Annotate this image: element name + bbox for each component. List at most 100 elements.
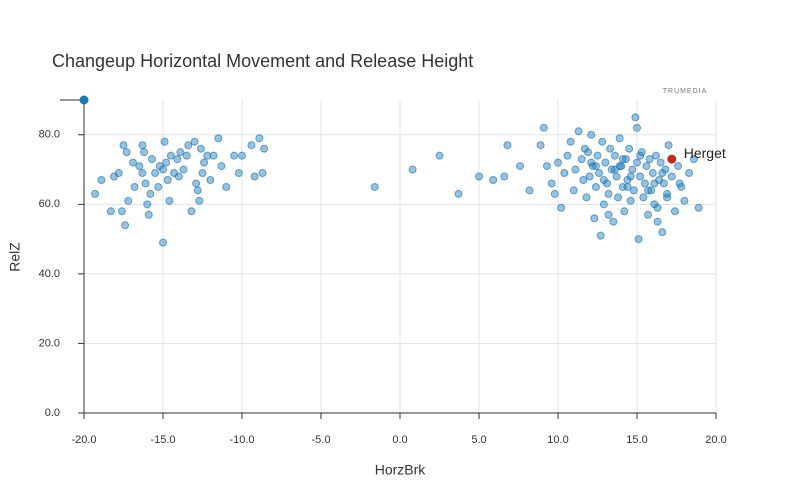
x-tick-label: 0.0 <box>392 434 407 446</box>
point <box>636 151 645 160</box>
point <box>542 162 551 171</box>
point <box>636 172 645 181</box>
point <box>475 172 483 181</box>
point <box>174 172 183 181</box>
point <box>599 175 608 184</box>
point <box>663 193 672 202</box>
point <box>195 196 204 205</box>
point <box>580 144 589 153</box>
point <box>122 148 131 157</box>
point <box>147 155 156 164</box>
point <box>206 175 215 184</box>
point <box>209 151 218 160</box>
point <box>563 151 572 160</box>
point <box>644 210 653 219</box>
point <box>214 134 223 143</box>
point <box>653 203 662 212</box>
point <box>629 186 638 195</box>
point <box>658 228 667 237</box>
point <box>193 186 202 195</box>
point <box>579 175 588 184</box>
point <box>633 158 641 167</box>
point <box>119 141 128 150</box>
point <box>217 162 226 171</box>
point <box>489 175 498 184</box>
point <box>604 189 613 198</box>
point <box>670 207 679 216</box>
point <box>599 200 608 209</box>
x-tick-label: -5.0 <box>312 434 331 446</box>
point <box>582 193 591 202</box>
x-tick-label: 15.0 <box>626 434 647 446</box>
x-tick-label: 10.0 <box>547 434 568 446</box>
point <box>117 207 126 216</box>
point <box>685 169 694 178</box>
point <box>577 155 586 164</box>
point <box>182 151 191 160</box>
point <box>121 221 130 230</box>
point <box>569 186 578 195</box>
x-tick-label: -15.0 <box>150 434 175 446</box>
point <box>591 182 600 191</box>
x-tick-label: 5.0 <box>471 434 486 446</box>
point <box>623 182 632 191</box>
point <box>554 158 562 167</box>
point <box>653 217 662 226</box>
point <box>192 179 201 188</box>
point <box>667 172 676 181</box>
point <box>166 151 175 160</box>
point <box>674 162 683 171</box>
point <box>146 189 155 198</box>
point <box>648 169 657 178</box>
point <box>645 155 654 164</box>
point <box>179 165 188 174</box>
point <box>141 179 150 188</box>
point <box>138 169 147 178</box>
point <box>550 189 559 198</box>
point <box>620 207 629 216</box>
point <box>539 123 548 132</box>
point <box>560 169 569 178</box>
point <box>587 130 596 139</box>
point <box>234 169 243 178</box>
point <box>618 155 627 164</box>
point <box>614 193 623 202</box>
point <box>173 155 182 164</box>
point <box>222 182 231 191</box>
point <box>91 189 100 198</box>
point <box>143 200 152 209</box>
point <box>598 137 607 146</box>
point <box>590 214 599 223</box>
point <box>689 155 698 164</box>
point <box>566 137 575 146</box>
point <box>138 141 147 150</box>
point <box>500 172 509 181</box>
point <box>664 141 673 150</box>
point <box>151 169 160 178</box>
point <box>255 134 264 143</box>
point <box>593 151 602 160</box>
point <box>135 162 144 171</box>
y-tick-label: 20.0 <box>39 337 60 349</box>
point <box>557 203 566 212</box>
point <box>525 186 534 195</box>
point <box>595 169 604 178</box>
point <box>200 158 209 167</box>
point <box>574 127 583 136</box>
point <box>159 238 167 247</box>
point <box>604 210 613 219</box>
point <box>591 162 600 171</box>
point <box>631 113 640 122</box>
point <box>601 158 610 167</box>
point <box>165 196 174 205</box>
point <box>258 169 267 178</box>
point <box>634 235 643 244</box>
point <box>651 151 660 160</box>
point <box>503 141 512 150</box>
point <box>408 165 417 174</box>
point <box>675 179 684 188</box>
point <box>658 169 667 178</box>
y-tick-label: 0.0 <box>45 407 60 419</box>
point-label: Herget <box>684 145 726 161</box>
